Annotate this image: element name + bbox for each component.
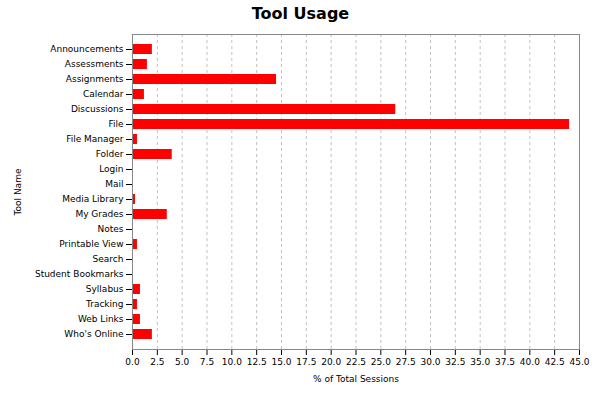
svg-text:32.5: 32.5 (445, 357, 465, 367)
svg-text:Assessments: Assessments (65, 59, 124, 69)
svg-text:Mail: Mail (105, 179, 123, 189)
svg-text:File Manager: File Manager (66, 134, 124, 144)
svg-text:Announcements: Announcements (50, 44, 124, 54)
svg-text:12.5: 12.5 (247, 357, 267, 367)
svg-text:7.5: 7.5 (200, 357, 214, 367)
svg-text:Tool Name: Tool Name (13, 168, 23, 216)
svg-text:45.0: 45.0 (569, 357, 589, 367)
svg-text:Login: Login (99, 164, 123, 174)
svg-text:35.0: 35.0 (470, 357, 490, 367)
svg-text:20.0: 20.0 (321, 357, 341, 367)
svg-text:Syllabus: Syllabus (86, 284, 124, 294)
html-text:Tool Usage: Tool Usage (251, 4, 350, 23)
svg-text:22.5: 22.5 (346, 357, 366, 367)
svg-text:40.0: 40.0 (520, 357, 540, 367)
svg-text:File: File (108, 119, 124, 129)
svg-text:Search: Search (93, 254, 124, 264)
svg-text:25.0: 25.0 (371, 357, 391, 367)
svg-text:15.0: 15.0 (271, 357, 291, 367)
svg-text:Assignments: Assignments (66, 74, 124, 84)
svg-text:Discussions: Discussions (71, 104, 124, 114)
svg-text:Web Links: Web Links (78, 314, 124, 324)
svg-text:2.5: 2.5 (150, 357, 164, 367)
svg-text:37.5: 37.5 (495, 357, 515, 367)
svg-text:% of Total Sessions: % of Total Sessions (313, 374, 399, 384)
svg-text:Notes: Notes (98, 224, 124, 234)
svg-text:Tracking: Tracking (85, 299, 123, 309)
svg-text:0.0: 0.0 (125, 357, 140, 367)
svg-text:Calendar: Calendar (83, 89, 124, 99)
svg-text:5.0: 5.0 (175, 357, 190, 367)
svg-text:Media Library: Media Library (62, 194, 124, 204)
svg-text:Student Bookmarks: Student Bookmarks (35, 269, 124, 279)
svg-text:Folder: Folder (96, 149, 124, 159)
svg-text:10.0: 10.0 (222, 357, 242, 367)
svg-text:17.5: 17.5 (296, 357, 316, 367)
svg-text:30.0: 30.0 (420, 357, 440, 367)
svg-text:Who's Online: Who's Online (64, 329, 124, 339)
svg-text:42.5: 42.5 (545, 357, 565, 367)
svg-text:My Grades: My Grades (75, 209, 123, 219)
svg-text:Printable View: Printable View (59, 239, 123, 249)
svg-text:27.5: 27.5 (396, 357, 416, 367)
